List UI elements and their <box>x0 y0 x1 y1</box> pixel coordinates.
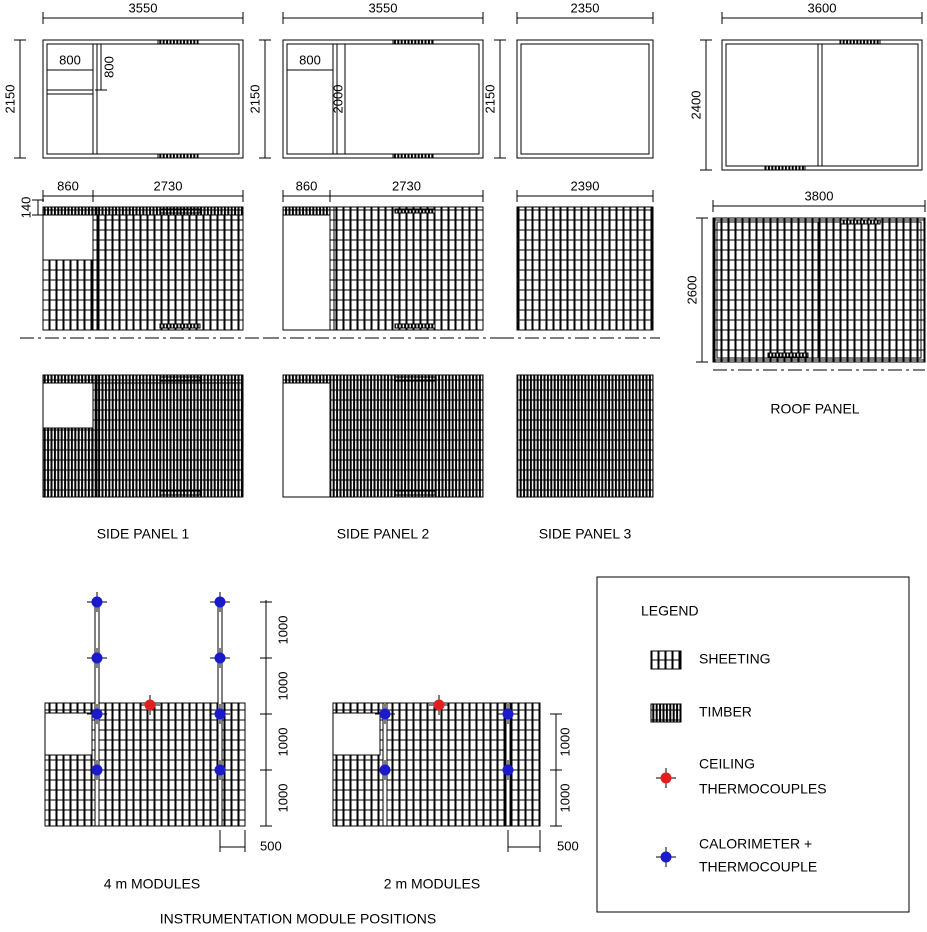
dimension-label: 2390 <box>571 178 600 193</box>
panel-label: SIDE PANEL 2 <box>337 526 430 542</box>
dimension-label: 2350 <box>571 0 600 15</box>
marker <box>434 700 444 710</box>
window <box>333 713 380 755</box>
hinge <box>395 377 435 381</box>
legend-label: TIMBER <box>699 704 752 720</box>
hinge <box>395 491 435 495</box>
module-label: 2 m MODULES <box>384 876 480 892</box>
legend-swatch <box>651 704 681 722</box>
dimension-label: 3600 <box>808 0 837 15</box>
hinge <box>393 154 433 158</box>
window <box>43 215 93 260</box>
dimension-label: 2150 <box>2 85 17 114</box>
hinge <box>158 40 198 44</box>
panel-label: ROOF PANEL <box>770 401 859 417</box>
outline <box>521 44 649 154</box>
hinge <box>160 324 200 328</box>
dimension-label: 1000 <box>275 672 290 701</box>
panel-face <box>517 207 653 330</box>
hinge <box>160 209 200 213</box>
hinge <box>395 324 435 328</box>
panel-face <box>713 218 925 362</box>
panel-face <box>517 375 653 497</box>
marker <box>661 852 671 862</box>
dimension-label: 860 <box>296 178 318 193</box>
dimension-label: 2000 <box>330 85 345 114</box>
top-band <box>43 207 243 215</box>
drawing: 3550 2150 800 800 3550 2150 800 2000 2350 2150 360… <box>0 0 927 932</box>
hinge <box>393 40 433 44</box>
section-title: INSTRUMENTATION MODULE POSITIONS <box>160 911 436 927</box>
marker <box>215 765 225 775</box>
hinge <box>840 40 880 44</box>
marker <box>380 765 390 775</box>
window <box>45 713 92 755</box>
dimension-label: 1000 <box>275 728 290 757</box>
dimension-label: 2730 <box>154 178 183 193</box>
marker <box>92 765 102 775</box>
dimension-label: 2400 <box>688 91 703 120</box>
marker <box>92 653 102 663</box>
dimension-label: 2150 <box>482 85 497 114</box>
marker <box>380 709 390 719</box>
dimension-label: 2730 <box>392 178 421 193</box>
top-band <box>283 375 330 383</box>
marker <box>503 709 513 719</box>
dimension-label: 3800 <box>805 188 834 203</box>
hinge <box>158 154 198 158</box>
legend-label: SHEETING <box>699 651 771 667</box>
hinge <box>840 220 880 224</box>
marker <box>215 653 225 663</box>
hinge <box>395 209 435 213</box>
marker <box>145 700 155 710</box>
legend-label: CALORIMETER + <box>699 836 812 852</box>
hinge <box>160 377 200 381</box>
panel-label: SIDE PANEL 1 <box>97 526 190 542</box>
hinge <box>768 353 808 357</box>
legend-swatch <box>651 651 681 669</box>
dimension-label: 1000 <box>275 784 290 813</box>
dimension-label: 500 <box>557 838 579 853</box>
outline <box>517 40 653 158</box>
dimension-label: 800 <box>101 56 116 78</box>
dimension-label: 860 <box>57 178 79 193</box>
marker <box>503 765 513 775</box>
module-label: 4 m MODULES <box>104 876 200 892</box>
marker <box>661 773 671 783</box>
dimension-label: 800 <box>59 52 81 67</box>
legend-label: THERMOCOUPLES <box>699 781 827 797</box>
dimension-label: 1000 <box>557 728 572 757</box>
dimension-label: 500 <box>260 838 282 853</box>
window <box>283 383 330 497</box>
legend-label: CEILING <box>699 756 755 772</box>
window <box>283 215 330 330</box>
legend-title: LEGEND <box>641 603 699 619</box>
dimension-label: 2150 <box>247 85 262 114</box>
marker <box>215 597 225 607</box>
legend-label: THERMOCOUPLE <box>699 859 817 875</box>
dimension-label: 1000 <box>275 616 290 645</box>
dimension-label: 140 <box>18 197 33 219</box>
hinge <box>160 491 200 495</box>
marker <box>215 709 225 719</box>
top-band <box>283 207 330 215</box>
dimension-label: 2600 <box>684 276 699 305</box>
hinge <box>765 166 805 170</box>
window <box>43 383 93 428</box>
marker <box>92 709 102 719</box>
dimension-label: 1000 <box>557 784 572 813</box>
marker <box>92 597 102 607</box>
dimension-label: 800 <box>299 52 321 67</box>
dimension-label: 3550 <box>129 0 158 15</box>
dimension-label: 3550 <box>369 0 398 15</box>
panel-label: SIDE PANEL 3 <box>539 526 632 542</box>
top-band <box>43 375 243 383</box>
